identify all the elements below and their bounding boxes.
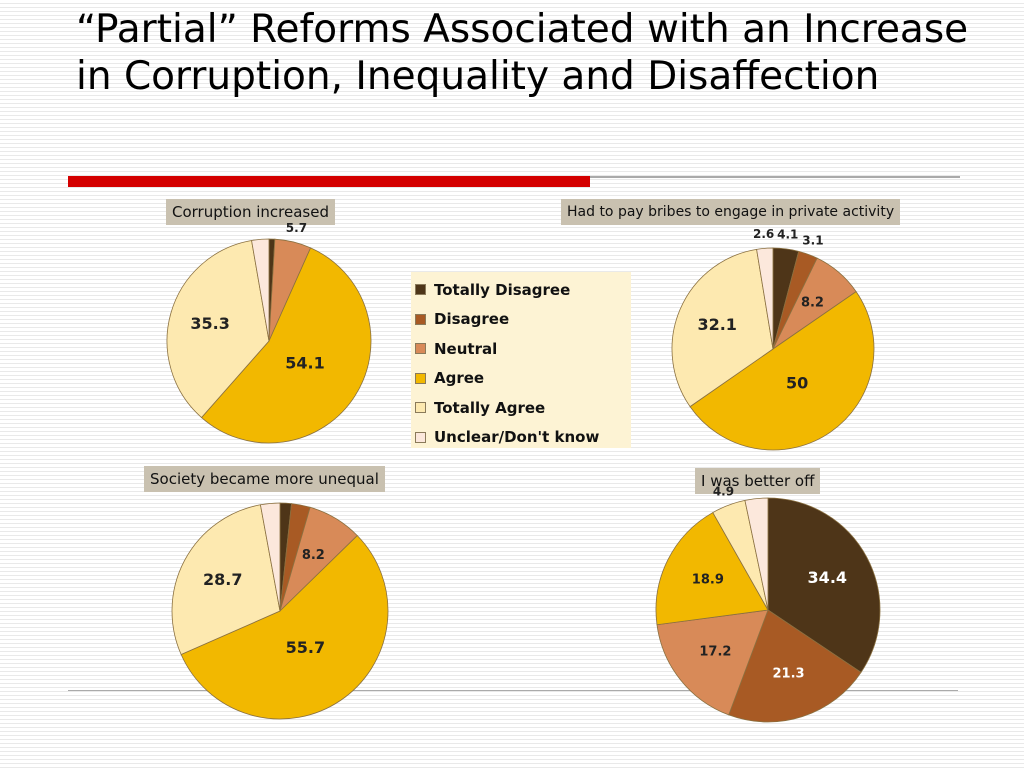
pie-data-label: 3.1 — [802, 234, 823, 248]
pie-slice-totally-agree — [671, 248, 774, 408]
pie-data-label: 2.6 — [753, 227, 774, 241]
pie-slice-unclear — [259, 502, 281, 612]
pie-slice-totally-disagree — [767, 497, 881, 673]
legend-label: Neutral — [434, 339, 498, 358]
pie-slice-unclear — [251, 238, 270, 342]
pie-slice-unclear — [744, 497, 769, 611]
legend-label: Disagree — [434, 310, 510, 329]
legend-label: Totally Agree — [434, 398, 546, 417]
pie-data-label: 4.9 — [713, 485, 734, 499]
legend-item: Unclear/Don't know — [415, 423, 631, 453]
legend-label: Unclear/Don't know — [434, 428, 600, 447]
legend-swatch — [415, 284, 426, 296]
chart-legend: Totally Disagree Disagree Neutral Agree … — [411, 272, 631, 448]
legend-label: Agree — [434, 369, 485, 388]
legend-swatch — [415, 372, 426, 384]
legend-label: Totally Disagree — [434, 280, 571, 299]
legend-item: Agree — [415, 364, 631, 394]
pie-slice-agree — [689, 291, 875, 451]
pie-data-label: 50 — [786, 373, 808, 392]
pie-data-label: 21.3 — [773, 666, 805, 681]
pie-slice-disagree — [728, 609, 862, 723]
chart-title-corruption: Corruption increased — [166, 199, 335, 225]
slide-title: “Partial” Reforms Associated with an Inc… — [76, 7, 969, 99]
pie-data-label: 55.7 — [286, 638, 325, 657]
legend-item: Disagree — [415, 305, 631, 335]
pie-slice-neutral — [656, 609, 769, 716]
legend-swatch — [415, 343, 426, 355]
pie-data-label: 8.2 — [302, 548, 325, 563]
legend-swatch — [415, 313, 426, 325]
pie-slice-totally-agree — [171, 504, 281, 656]
pie-data-label: 8.2 — [801, 296, 824, 311]
pie-data-label: 4.1 — [777, 227, 798, 241]
chart-title-inequality: Society became more unequal — [144, 466, 385, 492]
footer-rule — [68, 690, 958, 691]
pie-slice-agree — [200, 247, 372, 444]
pie-slice-unclear — [756, 247, 774, 350]
pie-data-label: 35.3 — [190, 314, 229, 333]
pie-data-label: 32.1 — [697, 315, 736, 334]
pie-data-label: 17.2 — [699, 644, 731, 659]
legend-item: Totally Agree — [415, 393, 631, 423]
legend-swatch — [415, 402, 426, 414]
title-rule-gray — [590, 176, 960, 178]
pie-data-label: 34.4 — [808, 568, 847, 587]
pie-data-label: 28.7 — [203, 570, 242, 589]
legend-item: Neutral — [415, 334, 631, 364]
title-rule-red — [68, 176, 590, 187]
pie-slice-agree — [655, 511, 769, 626]
pie-data-label: 18.9 — [692, 573, 724, 588]
pie-slice-totally-agree — [166, 240, 270, 419]
pie-data-label: 54.1 — [285, 354, 324, 373]
chart-title-better-off: I was better off — [695, 468, 821, 494]
legend-item: Totally Disagree — [415, 275, 631, 305]
chart-title-bribes: Had to pay bribes to engage in private a… — [561, 199, 901, 225]
pie-slice-agree — [180, 535, 389, 720]
pie-data-label: 5.7 — [286, 221, 307, 235]
legend-swatch — [415, 431, 426, 443]
